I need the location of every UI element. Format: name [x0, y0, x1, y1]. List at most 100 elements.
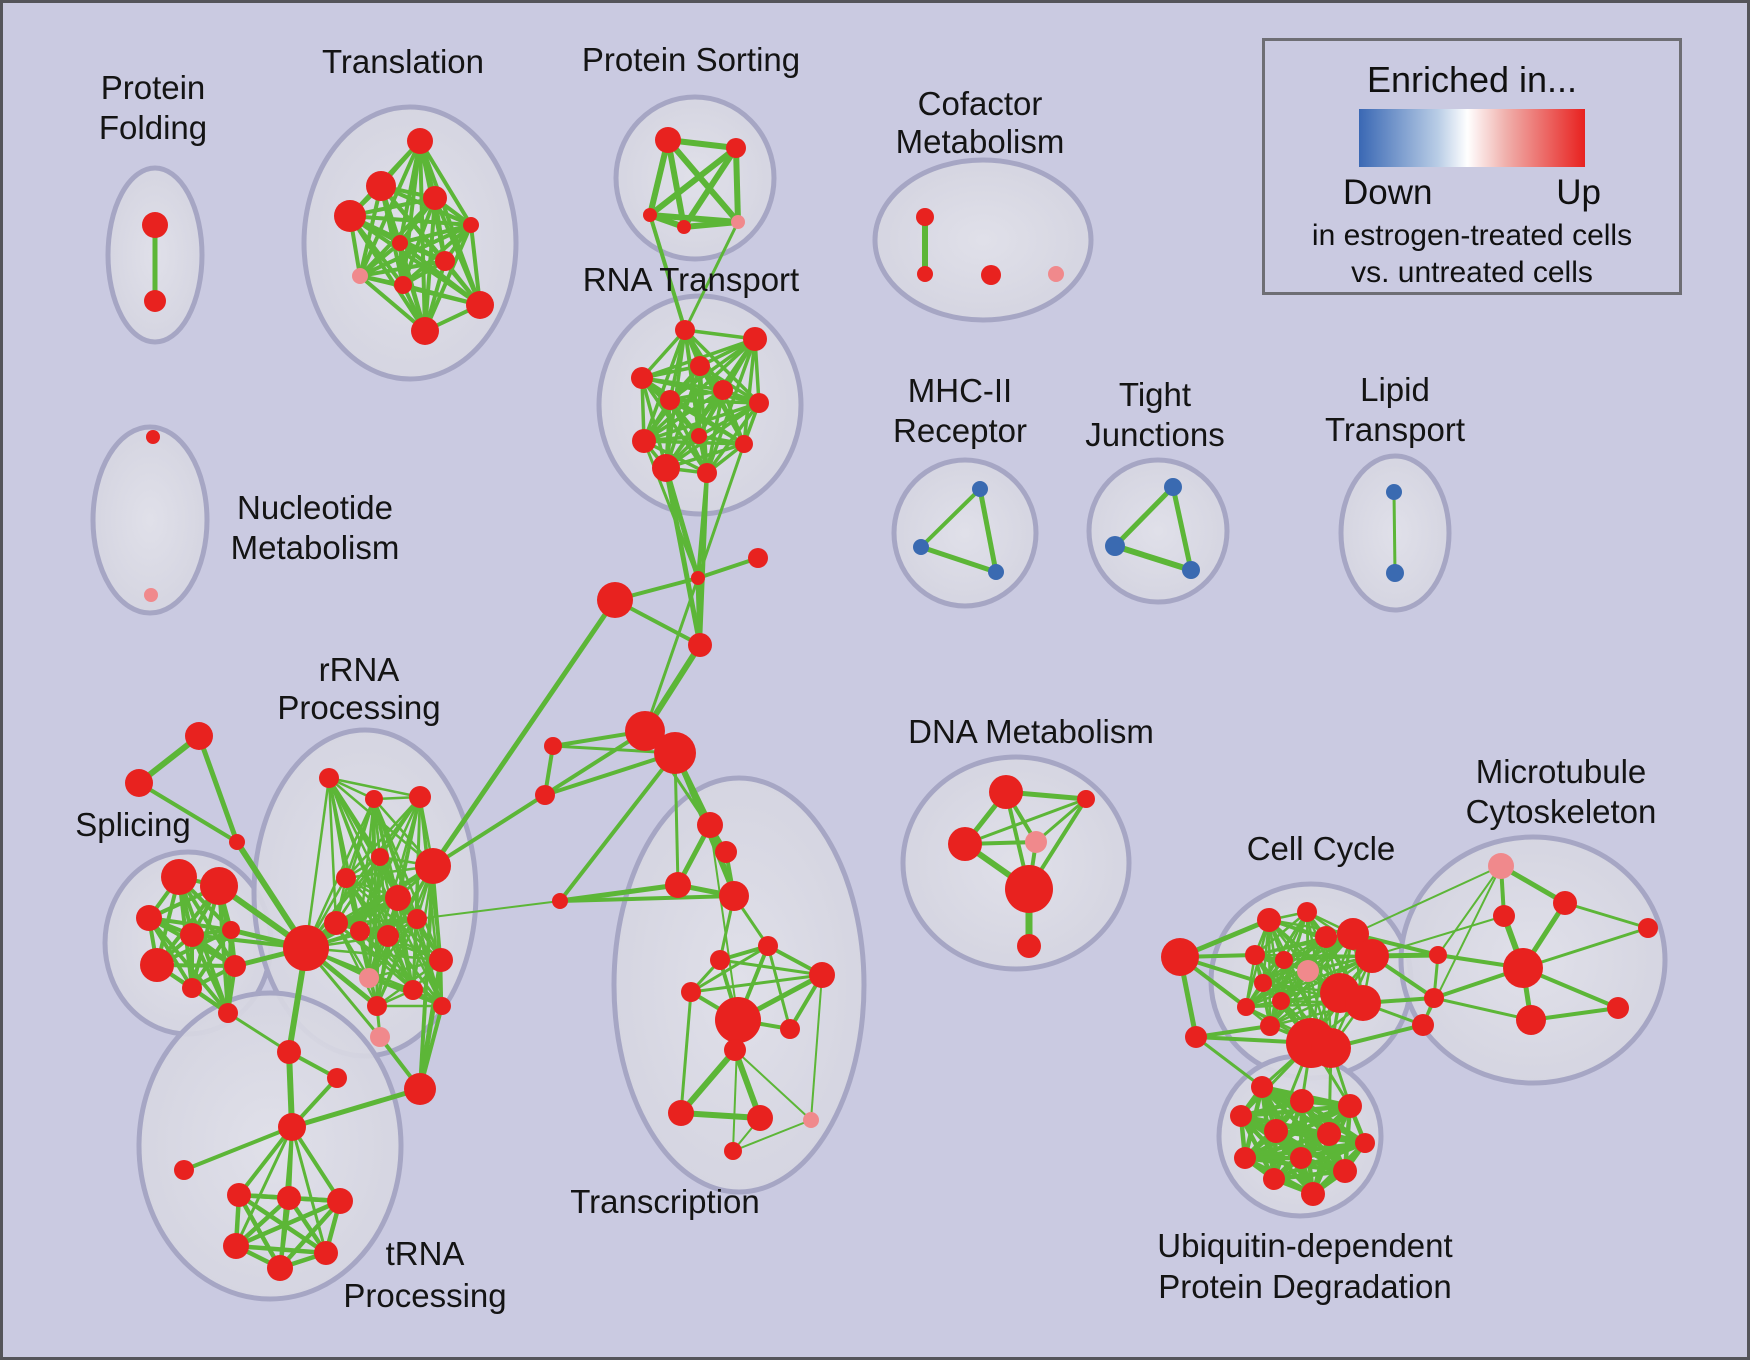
gene-set-node	[1257, 908, 1281, 932]
edge	[679, 991, 693, 1114]
cluster-label-translation: Translation	[322, 43, 484, 80]
gene-set-node	[1161, 938, 1199, 976]
gene-set-node	[1412, 1014, 1434, 1036]
gene-set-node	[1264, 1119, 1288, 1143]
gene-set-node	[597, 582, 633, 618]
edge	[705, 389, 725, 474]
gene-set-node	[544, 737, 562, 755]
gene-set-node	[229, 834, 245, 850]
gene-set-node	[161, 859, 197, 895]
gene-set-node	[359, 968, 379, 988]
gene-set-node	[643, 208, 657, 222]
edge	[919, 487, 982, 549]
edge	[559, 882, 679, 904]
edge	[217, 885, 230, 1014]
edge	[559, 894, 735, 903]
gene-set-node	[552, 893, 568, 909]
gene-set-node	[277, 1040, 301, 1064]
edge	[1433, 996, 1532, 1022]
gene-set-node	[655, 127, 681, 153]
gene-set-node	[366, 171, 396, 201]
edge	[964, 797, 1087, 846]
gene-set-node	[688, 633, 712, 657]
cluster-label-lipid_transport: Lipid Transport	[1325, 371, 1465, 448]
gene-set-node	[715, 841, 737, 863]
gene-set-node	[327, 1188, 353, 1214]
gene-set-node	[724, 1142, 742, 1160]
gene-set-node	[174, 1160, 194, 1180]
edge	[648, 214, 687, 331]
gene-set-node	[691, 571, 705, 585]
gene-set-node	[146, 430, 160, 444]
gene-set-node	[222, 921, 240, 939]
edge	[920, 544, 997, 575]
gene-set-node	[140, 948, 174, 982]
gene-set-node	[989, 775, 1023, 809]
gene-set-node	[200, 867, 238, 905]
gene-set-node	[948, 827, 982, 861]
gene-set-node	[1301, 1182, 1325, 1206]
gene-set-node	[1251, 1076, 1273, 1098]
gene-set-node	[1263, 1168, 1285, 1190]
cluster-label-protein_sorting: Protein Sorting	[582, 41, 800, 78]
edge	[416, 900, 561, 920]
cluster-label-rna_transport: RNA Transport	[583, 261, 799, 298]
edge	[1113, 485, 1175, 548]
gene-set-node	[735, 435, 753, 453]
edge	[1170, 486, 1194, 571]
edge	[290, 1125, 342, 1203]
edge	[418, 139, 473, 227]
edge	[643, 577, 700, 732]
legend-box: Enriched in... Down Up in estrogen-treat…	[1262, 38, 1682, 295]
gene-set-node	[125, 769, 153, 797]
legend-subtitle-line1: in estrogen-treated cells	[1311, 219, 1633, 252]
edge	[237, 1125, 294, 1197]
gene-set-node	[660, 390, 680, 410]
edge	[977, 488, 999, 573]
edge	[359, 930, 443, 1007]
edge	[348, 214, 427, 333]
edge	[375, 935, 390, 1007]
gene-set-node	[1077, 790, 1095, 808]
edge	[430, 598, 618, 868]
gene-set-node	[972, 481, 988, 497]
gene-set-node	[327, 1068, 347, 1088]
gene-set-node	[1429, 946, 1447, 964]
gene-set-node	[1105, 536, 1125, 556]
gene-set-node	[758, 936, 778, 956]
cluster-label-protein_folding: Protein Folding	[99, 69, 207, 146]
cluster-label-trna_processing: tRNA Processing	[343, 1235, 506, 1314]
gene-set-node	[981, 265, 1001, 285]
edge	[697, 556, 759, 580]
gene-set-node	[466, 291, 494, 319]
edge	[732, 1119, 812, 1152]
edge	[719, 958, 823, 977]
edge	[643, 401, 760, 443]
gene-set-node	[668, 1100, 694, 1126]
cluster-ellipse-tight_junctions	[1086, 457, 1230, 605]
edge	[345, 796, 421, 879]
gene-set-node	[180, 923, 204, 947]
gene-set-node	[1355, 939, 1389, 973]
gene-set-node	[392, 235, 408, 251]
edge	[358, 241, 402, 278]
gene-set-node	[1230, 1105, 1252, 1127]
gene-set-node	[136, 905, 162, 931]
edge	[359, 930, 414, 991]
edge	[304, 777, 331, 949]
gene-set-node	[407, 909, 427, 929]
cluster-label-tight_junctions: Tight Junctions	[1085, 376, 1224, 453]
edge	[1437, 865, 1502, 956]
edge	[1392, 491, 1397, 574]
edge	[227, 1011, 290, 1054]
gene-set-node	[1182, 561, 1200, 579]
gene-set-node	[367, 996, 387, 1016]
gene-set-node	[283, 925, 329, 971]
gene-set-node	[142, 212, 168, 238]
gene-set-node	[691, 428, 707, 444]
gene-set-node	[1237, 998, 1255, 1016]
gene-set-node	[749, 393, 769, 413]
edge	[358, 274, 427, 333]
edge	[1245, 969, 1309, 1009]
edge	[1564, 901, 1649, 930]
